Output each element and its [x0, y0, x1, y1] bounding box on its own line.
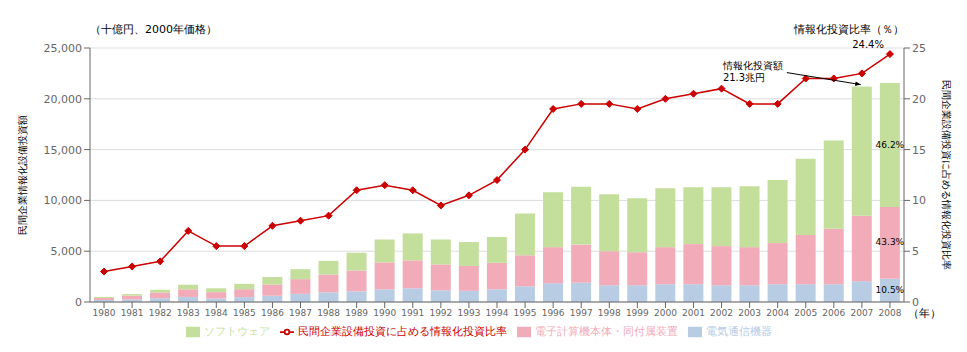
svg-text:1991: 1991 [401, 308, 424, 318]
svg-text:情報化投資額21.3兆円: 情報化投資額21.3兆円 [722, 60, 783, 83]
svg-text:1988: 1988 [317, 308, 340, 318]
svg-text:2005: 2005 [794, 308, 817, 318]
svg-text:43.3%: 43.3% [876, 237, 905, 247]
svg-text:24.4%: 24.4% [852, 39, 884, 50]
svg-text:1996: 1996 [542, 308, 565, 318]
html-text:民間企業設備投資に占める情報化投資比率: 民間企業設備投資に占める情報化投資比率 [297, 325, 507, 338]
svg-text:10.5%: 10.5% [876, 285, 905, 295]
svg-text:2003: 2003 [738, 308, 761, 318]
svg-text:25: 25 [912, 42, 926, 55]
svg-text:1982: 1982 [149, 308, 172, 318]
svg-text:1994: 1994 [486, 308, 509, 318]
svg-text:0: 0 [912, 296, 919, 309]
svg-text:1981: 1981 [121, 308, 144, 318]
svg-text:民間企業設備投資に占める情報化投資比率: 民間企業設備投資に占める情報化投資比率 [941, 80, 952, 270]
svg-text:民間企業情報化設備投資額: 民間企業情報化設備投資額 [17, 115, 28, 235]
html-text:ソフトウェア: ソフトウェア [203, 325, 270, 338]
svg-text:2001: 2001 [682, 308, 705, 318]
svg-text:5: 5 [912, 245, 919, 258]
svg-text:1983: 1983 [177, 308, 200, 318]
svg-text:2000: 2000 [654, 308, 677, 318]
svg-text:10: 10 [912, 194, 926, 207]
svg-text:1985: 1985 [233, 308, 256, 318]
svg-text:2008: 2008 [879, 308, 902, 318]
svg-text:2002: 2002 [710, 308, 733, 318]
svg-text:（年）: （年） [908, 306, 941, 320]
svg-text:2006: 2006 [822, 308, 845, 318]
html-text:情報化投資比率（％）: 情報化投資比率（％） [794, 23, 904, 36]
svg-text:1984: 1984 [205, 308, 228, 318]
svg-text:1989: 1989 [345, 308, 368, 318]
svg-text:1992: 1992 [429, 308, 452, 318]
svg-text:1993: 1993 [457, 308, 480, 318]
svg-text:5,000: 5,000 [51, 245, 83, 258]
html-text:電気通信機器: 電気通信機器 [705, 325, 772, 338]
svg-text:2007: 2007 [850, 308, 873, 318]
svg-text:10,000: 10,000 [44, 194, 83, 207]
svg-text:0: 0 [75, 296, 82, 309]
svg-text:1997: 1997 [570, 308, 593, 318]
svg-text:1980: 1980 [93, 308, 116, 318]
svg-text:1998: 1998 [598, 308, 621, 318]
svg-text:2004: 2004 [766, 308, 789, 318]
svg-text:20,000: 20,000 [44, 93, 83, 106]
svg-text:20: 20 [912, 93, 926, 106]
html-text:電子計算機本体・同付属装置: 電子計算機本体・同付属装置 [534, 325, 678, 338]
svg-text:1990: 1990 [373, 308, 396, 318]
svg-text:15: 15 [912, 144, 926, 157]
svg-text:1987: 1987 [289, 308, 312, 318]
svg-text:1995: 1995 [514, 308, 537, 318]
svg-text:46.2%: 46.2% [876, 140, 905, 150]
svg-text:15,000: 15,000 [44, 144, 83, 157]
svg-text:1999: 1999 [626, 308, 649, 318]
svg-text:25,000: 25,000 [44, 42, 83, 55]
svg-text:1986: 1986 [261, 308, 284, 318]
html-text:（十億円、2000年価格）: （十億円、2000年価格） [90, 23, 217, 36]
